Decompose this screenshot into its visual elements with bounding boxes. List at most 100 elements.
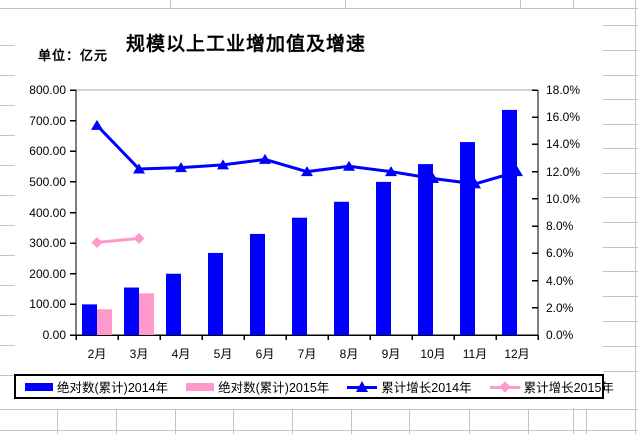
worksheet-gridline xyxy=(635,8,636,434)
worksheet-gridline xyxy=(0,45,15,46)
worksheet-gridline xyxy=(603,321,638,322)
bar-绝对数(累计)2014年 xyxy=(208,252,223,335)
legend-item-growth-2014[interactable]: 累计增长2014年 xyxy=(347,377,472,396)
worksheet-gridline xyxy=(603,124,638,125)
right-axis-tick-label: 12.0% xyxy=(546,164,581,179)
worksheet-gridline xyxy=(409,409,410,434)
worksheet-gridline xyxy=(0,285,15,286)
legend-label-growth-2014: 累计增长2014年 xyxy=(381,381,472,395)
worksheet-gridline xyxy=(0,195,15,196)
worksheet-gridline xyxy=(603,222,638,223)
x-axis-category-label: 11月 xyxy=(462,347,488,361)
left-axis-tick-label: 600.00 xyxy=(29,144,66,159)
bar-绝对数(累计)2014年 xyxy=(334,201,349,335)
worksheet-gridline xyxy=(0,105,15,106)
worksheet-gridline xyxy=(528,409,529,434)
bar-绝对数(累计)2014年 xyxy=(502,109,517,335)
worksheet-gridline xyxy=(351,409,352,434)
x-axis-category-label: 4月 xyxy=(171,347,191,361)
worksheet-gridline xyxy=(116,409,117,434)
worksheet-gridline xyxy=(175,409,176,434)
worksheet-gridline xyxy=(573,396,574,434)
marker-triangle xyxy=(385,166,397,177)
worksheet-gridline xyxy=(603,346,638,347)
worksheet-gridline xyxy=(0,430,638,431)
marker-triangle xyxy=(427,172,439,183)
legend-key-line-diamond-icon xyxy=(489,381,520,393)
worksheet-gridline xyxy=(0,165,15,166)
left-axis-tick-label: 300.00 xyxy=(29,236,66,251)
worksheet-gridline xyxy=(292,409,293,434)
worksheet-gridline xyxy=(0,135,15,136)
legend-key-bar-2014-icon xyxy=(25,382,53,391)
right-axis-tick-label: 0.0% xyxy=(546,328,574,342)
bar-绝对数(累计)2014年 xyxy=(124,287,139,335)
worksheet-gridline xyxy=(0,255,15,256)
line-累计增长2015年 xyxy=(96,236,140,244)
right-axis-tick-label: 18.0% xyxy=(546,83,581,97)
marker-triangle xyxy=(469,178,481,189)
bar-绝对数(累计)2014年 xyxy=(82,304,97,335)
right-axis-tick-label: 10.0% xyxy=(546,191,581,206)
worksheet-gridline xyxy=(603,99,638,100)
worksheet-gridline xyxy=(586,409,587,434)
marker-triangle xyxy=(301,166,313,177)
right-axis-tick-label: 8.0% xyxy=(546,219,574,234)
worksheet-gridline xyxy=(603,296,638,297)
legend-key-bar-2015-icon xyxy=(186,382,215,391)
bar-绝对数(累计)2014年 xyxy=(166,273,181,335)
legend-label-growth-2015: 累计增长2015年 xyxy=(523,381,614,395)
left-axis-tick-label: 500.00 xyxy=(29,174,66,189)
worksheet-gridline xyxy=(233,409,234,434)
worksheet-gridline xyxy=(603,271,638,272)
bar-绝对数(累计)2014年 xyxy=(292,217,307,335)
x-axis-category-label: 2月 xyxy=(87,347,107,361)
left-axis-tick-label: 400.00 xyxy=(29,205,66,220)
bar-绝对数(累计)2014年 xyxy=(376,181,391,335)
marker-triangle xyxy=(217,159,229,170)
legend-item-growth-2015[interactable]: 累计增长2015年 xyxy=(489,377,614,396)
left-axis-tick-label: 100.00 xyxy=(29,297,66,312)
marker-triangle xyxy=(91,119,103,130)
unit-label: 单位：亿元 xyxy=(38,48,109,63)
legend-item-abs-2014[interactable]: 绝对数(累计)2014年 xyxy=(25,377,168,396)
marker-diamond xyxy=(91,236,103,248)
worksheet-gridline xyxy=(469,409,470,434)
worksheet-gridline xyxy=(603,75,638,76)
worksheet-gridline xyxy=(0,315,15,316)
marker-triangle xyxy=(133,163,145,174)
right-axis-tick-label: 14.0% xyxy=(546,137,581,152)
marker-triangle xyxy=(259,153,271,164)
bar-绝对数(累计)2015年 xyxy=(139,293,154,335)
worksheet-gridline xyxy=(0,409,638,410)
legend-item-abs-2015[interactable]: 绝对数(累计)2015年 xyxy=(186,377,329,396)
bar-绝对数(累计)2014年 xyxy=(418,164,433,335)
legend-key-line-triangle-icon xyxy=(347,380,378,393)
right-axis-tick-label: 2.0% xyxy=(546,300,574,315)
chart-legend[interactable]: 绝对数(累计)2014年 绝对数(累计)2015年 累计增长2014年 累计增长… xyxy=(14,374,614,399)
x-axis-category-label: 12月 xyxy=(504,347,530,361)
x-axis-category-label: 3月 xyxy=(129,347,149,361)
worksheet-gridline xyxy=(603,173,638,174)
worksheet-gridline xyxy=(603,148,638,149)
legend-label-abs-2015: 绝对数(累计)2015年 xyxy=(218,381,330,395)
worksheet-gridline xyxy=(345,0,346,8)
worksheet-gridline xyxy=(0,375,15,376)
marker-triangle xyxy=(175,162,187,173)
worksheet-gridline xyxy=(170,0,171,8)
x-axis-category-label: 10月 xyxy=(420,347,446,361)
left-axis-tick-label: 800.00 xyxy=(29,83,66,97)
worksheet-gridline xyxy=(520,0,521,8)
x-axis-category-label: 5月 xyxy=(213,347,233,361)
bar-绝对数(累计)2014年 xyxy=(250,233,265,335)
left-axis-tick-label: 200.00 xyxy=(29,266,66,281)
x-axis-category-label: 6月 xyxy=(255,347,275,361)
left-axis-tick-label: 0.00 xyxy=(42,328,66,342)
worksheet-gridline xyxy=(573,0,574,8)
worksheet-gridline xyxy=(603,371,638,372)
x-axis-category-label: 7月 xyxy=(297,347,317,361)
worksheet-gridline xyxy=(603,247,638,248)
bar-绝对数(累计)2014年 xyxy=(460,142,475,335)
worksheet-gridline xyxy=(0,8,638,9)
worksheet-gridline xyxy=(603,25,638,26)
